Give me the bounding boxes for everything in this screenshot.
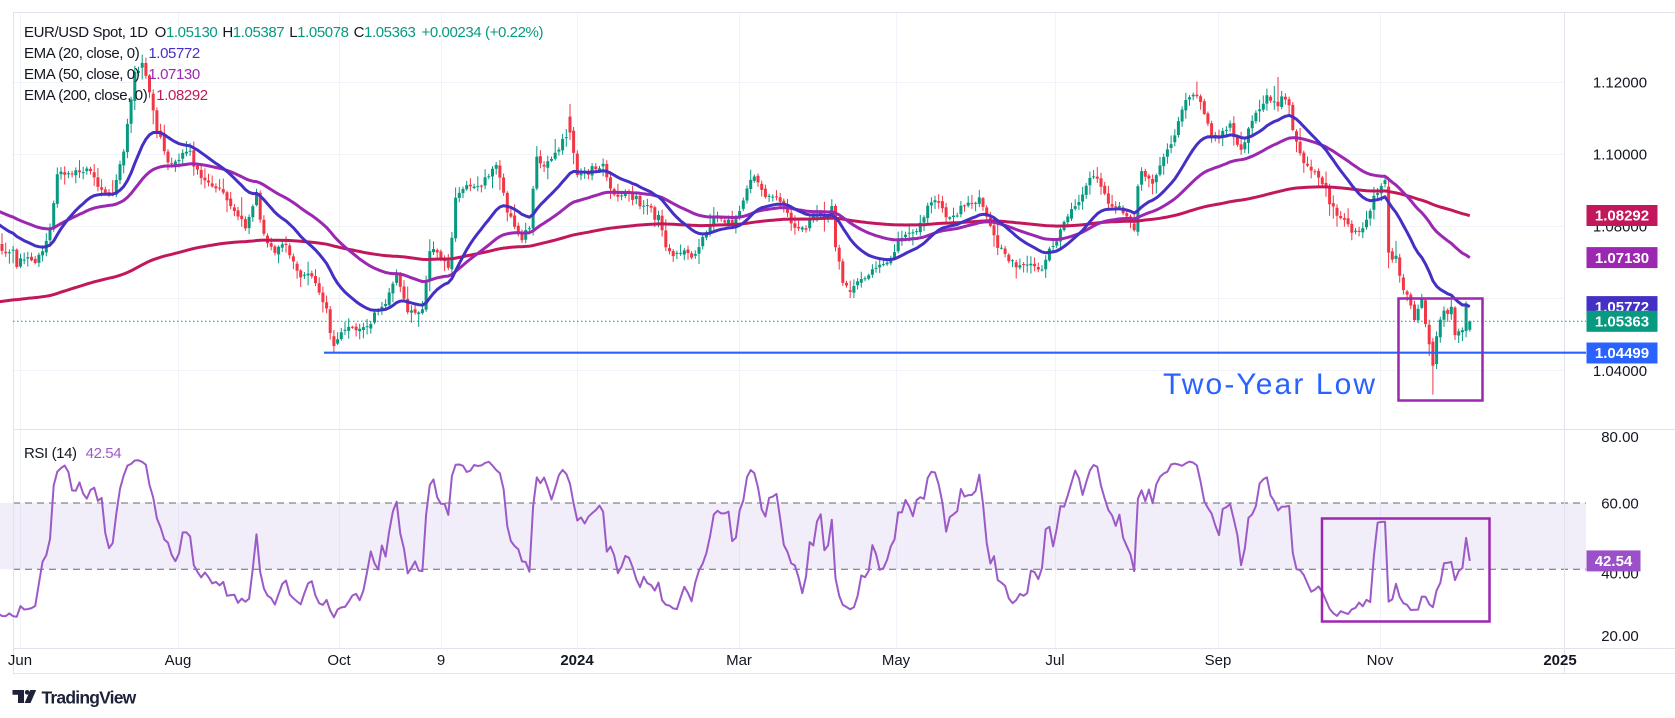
- svg-text:2025: 2025: [1543, 652, 1576, 669]
- svg-text:Jul: Jul: [1045, 652, 1064, 669]
- svg-text:9: 9: [437, 652, 445, 669]
- svg-text:TradingView: TradingView: [42, 688, 137, 708]
- svg-text:Jun: Jun: [8, 652, 32, 669]
- svg-text:Two-Year Low: Two-Year Low: [1163, 368, 1377, 401]
- svg-text:60.00: 60.00: [1601, 496, 1639, 513]
- svg-text:RSI (14)42.54: RSI (14) 42.54: [24, 445, 121, 462]
- svg-text:Nov: Nov: [1367, 652, 1394, 669]
- svg-text:Sep: Sep: [1205, 652, 1232, 669]
- svg-text:EMA (20, close, 0)1.05772: EMA (20, close, 0) 1.05772: [24, 45, 200, 62]
- svg-text:Mar: Mar: [726, 652, 752, 669]
- svg-text:1.04499: 1.04499: [1595, 345, 1649, 362]
- svg-text:1.12000: 1.12000: [1593, 75, 1647, 92]
- svg-text:1.10000: 1.10000: [1593, 147, 1647, 164]
- svg-text:1.07130: 1.07130: [1595, 250, 1649, 267]
- svg-text:42.54: 42.54: [1595, 553, 1633, 570]
- svg-text:Aug: Aug: [165, 652, 192, 669]
- svg-text:1.08292: 1.08292: [1595, 208, 1649, 225]
- svg-text:May: May: [882, 652, 911, 669]
- svg-text:EMA (50, close, 0)1.07130: EMA (50, close, 0) 1.07130: [24, 66, 200, 83]
- svg-text:1.04000: 1.04000: [1593, 363, 1647, 380]
- svg-text:2024: 2024: [560, 652, 594, 669]
- svg-text:Oct: Oct: [327, 652, 351, 669]
- svg-text:EMA (200, close, 0)1.08292: EMA (200, close, 0) 1.08292: [24, 87, 208, 104]
- svg-text:80.00: 80.00: [1601, 429, 1639, 446]
- svg-text:20.00: 20.00: [1601, 628, 1639, 645]
- svg-text:1.05363: 1.05363: [1595, 314, 1649, 331]
